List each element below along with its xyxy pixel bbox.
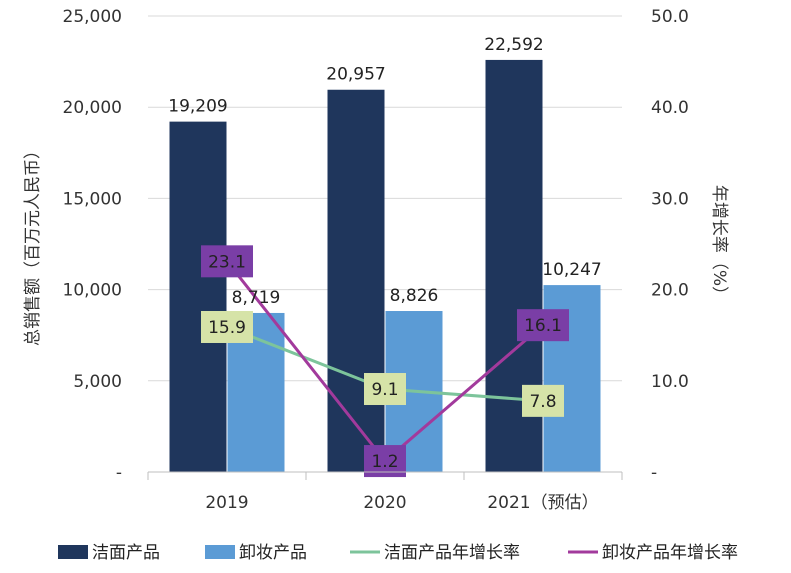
- line-value-box: [201, 245, 253, 278]
- legend-label: 洁面产品年增长率: [384, 543, 520, 563]
- line-value-box: [201, 310, 253, 343]
- y-axis-title: 总销售额（百万元人民币）: [23, 142, 43, 346]
- x-tick-label: 2020: [363, 493, 406, 513]
- bar-value-label: 8,826: [390, 286, 439, 306]
- y2-axis-title: 年增长率（%）: [709, 185, 729, 303]
- y2-tick-label: 50.0: [651, 7, 689, 27]
- bar-value-label: 8,719: [232, 288, 281, 308]
- line-value-box: [522, 384, 564, 417]
- line-value-box: [517, 309, 569, 342]
- legend-label: 卸妆产品: [239, 543, 307, 563]
- bar: [169, 121, 227, 472]
- y-tick-label: 20,000: [63, 98, 122, 118]
- line-value-label: 7.8: [529, 392, 556, 412]
- y2-tick-label: 40.0: [651, 98, 689, 118]
- legend-label: 卸妆产品年增长率: [602, 543, 738, 563]
- data-labels: 19,209 20,957 22,592 8,719 8,826 10,247 15.9 9.…: [168, 35, 602, 478]
- line-value-label: 16.1: [524, 316, 562, 336]
- y2-tick-label: -: [651, 463, 657, 483]
- y-tick-label: -: [116, 463, 122, 483]
- line-value-box: [364, 373, 406, 406]
- axes: - - 5,000 10.0 10,000 20.0 15,000 30.0 20,000 40.…: [63, 7, 689, 513]
- y-tick-label: 5,000: [73, 372, 122, 392]
- bar-value-label: 20,957: [326, 65, 385, 85]
- y2-tick-label: 10.0: [651, 372, 689, 392]
- x-tick-label: 2021（预估）: [487, 493, 598, 513]
- y-tick-label: 25,000: [63, 7, 122, 27]
- line-value-label: 23.1: [208, 252, 246, 272]
- bar-value-label: 22,592: [484, 35, 543, 55]
- line-value-label: 15.9: [208, 318, 246, 338]
- line-value-label: 1.2: [371, 452, 398, 472]
- bar-value-label: 10,247: [542, 260, 601, 280]
- legend: 洁面产品 卸妆产品 洁面产品年增长率 卸妆产品年增长率: [58, 543, 738, 563]
- y-tick-label: 15,000: [63, 189, 122, 209]
- line-value-label: 9.1: [371, 380, 398, 400]
- legend-label: 洁面产品: [92, 543, 160, 563]
- bar-value-label: 19,209: [168, 97, 227, 117]
- y2-tick-label: 30.0: [651, 189, 689, 209]
- legend-swatch: [58, 545, 88, 559]
- y-tick-label: 10,000: [63, 281, 122, 301]
- gridlines: [148, 15, 622, 382]
- legend-swatch: [205, 545, 235, 559]
- x-tick-label: 2019: [205, 493, 248, 513]
- y2-tick-label: 20.0: [651, 281, 689, 301]
- bar: [327, 89, 385, 472]
